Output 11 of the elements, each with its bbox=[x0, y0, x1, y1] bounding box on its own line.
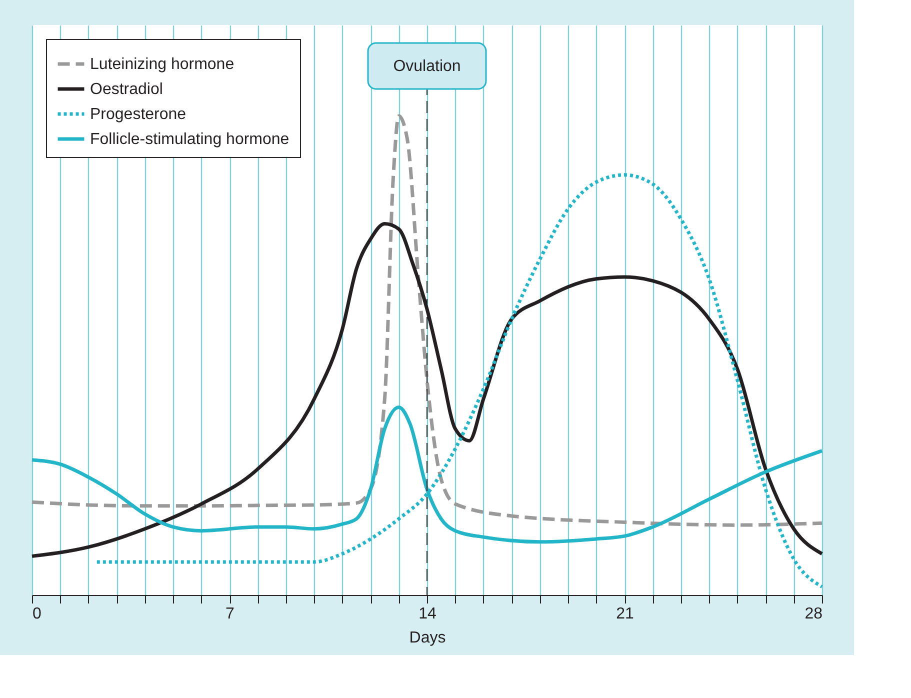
x-tick-label: 14 bbox=[418, 606, 436, 622]
x-tick-label: 28 bbox=[804, 606, 823, 622]
legend-label: Luteinizing hormone bbox=[90, 56, 234, 73]
legend-label: Oestradiol bbox=[90, 81, 163, 98]
x-axis-title: Days bbox=[409, 630, 446, 646]
ref-line-label: Ovulation bbox=[393, 58, 461, 75]
x-tick-label: 0 bbox=[32, 606, 42, 622]
x-tick-label: 21 bbox=[616, 606, 634, 622]
legend-label: Follicle-stimulating hormone bbox=[90, 131, 290, 148]
x-tick-label: 7 bbox=[226, 606, 235, 622]
legend-label: Progesterone bbox=[90, 106, 186, 123]
